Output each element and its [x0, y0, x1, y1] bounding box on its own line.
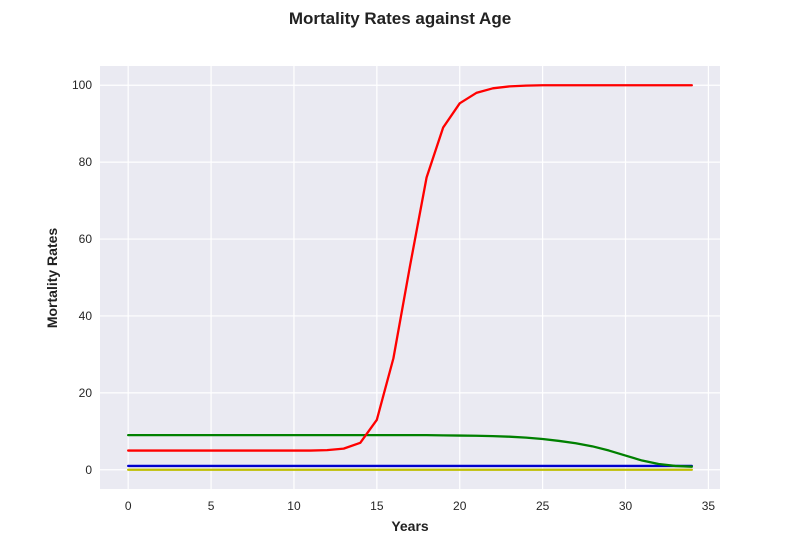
- series-line: [127, 434, 693, 468]
- y-tick-label: 60: [79, 232, 93, 246]
- y-tick-label: 100: [72, 78, 92, 92]
- plot-area: [100, 66, 720, 489]
- x-tick-label: 0: [125, 499, 132, 513]
- x-tick-labels: 0 5 10 15 20 25 30 35: [125, 499, 716, 513]
- y-tick-label: 0: [85, 463, 92, 477]
- x-tick-label: 10: [287, 499, 301, 513]
- y-axis-label: Mortality Rates: [44, 228, 60, 329]
- x-axis-label: Years: [391, 518, 429, 534]
- x-tick-label: 20: [453, 499, 467, 513]
- x-tick-label: 35: [702, 499, 716, 513]
- y-tick-label: 20: [79, 386, 93, 400]
- chart-title: Mortality Rates against Age: [289, 9, 511, 28]
- x-tick-label: 25: [536, 499, 550, 513]
- x-tick-label: 15: [370, 499, 384, 513]
- x-tick-label: 5: [208, 499, 215, 513]
- y-tick-label: 40: [79, 309, 93, 323]
- y-tick-label: 80: [79, 155, 93, 169]
- x-tick-label: 30: [619, 499, 633, 513]
- series-line: [127, 84, 693, 452]
- series-lines: [127, 84, 693, 471]
- y-tick-labels: 0 20 40 60 80 100: [72, 78, 92, 477]
